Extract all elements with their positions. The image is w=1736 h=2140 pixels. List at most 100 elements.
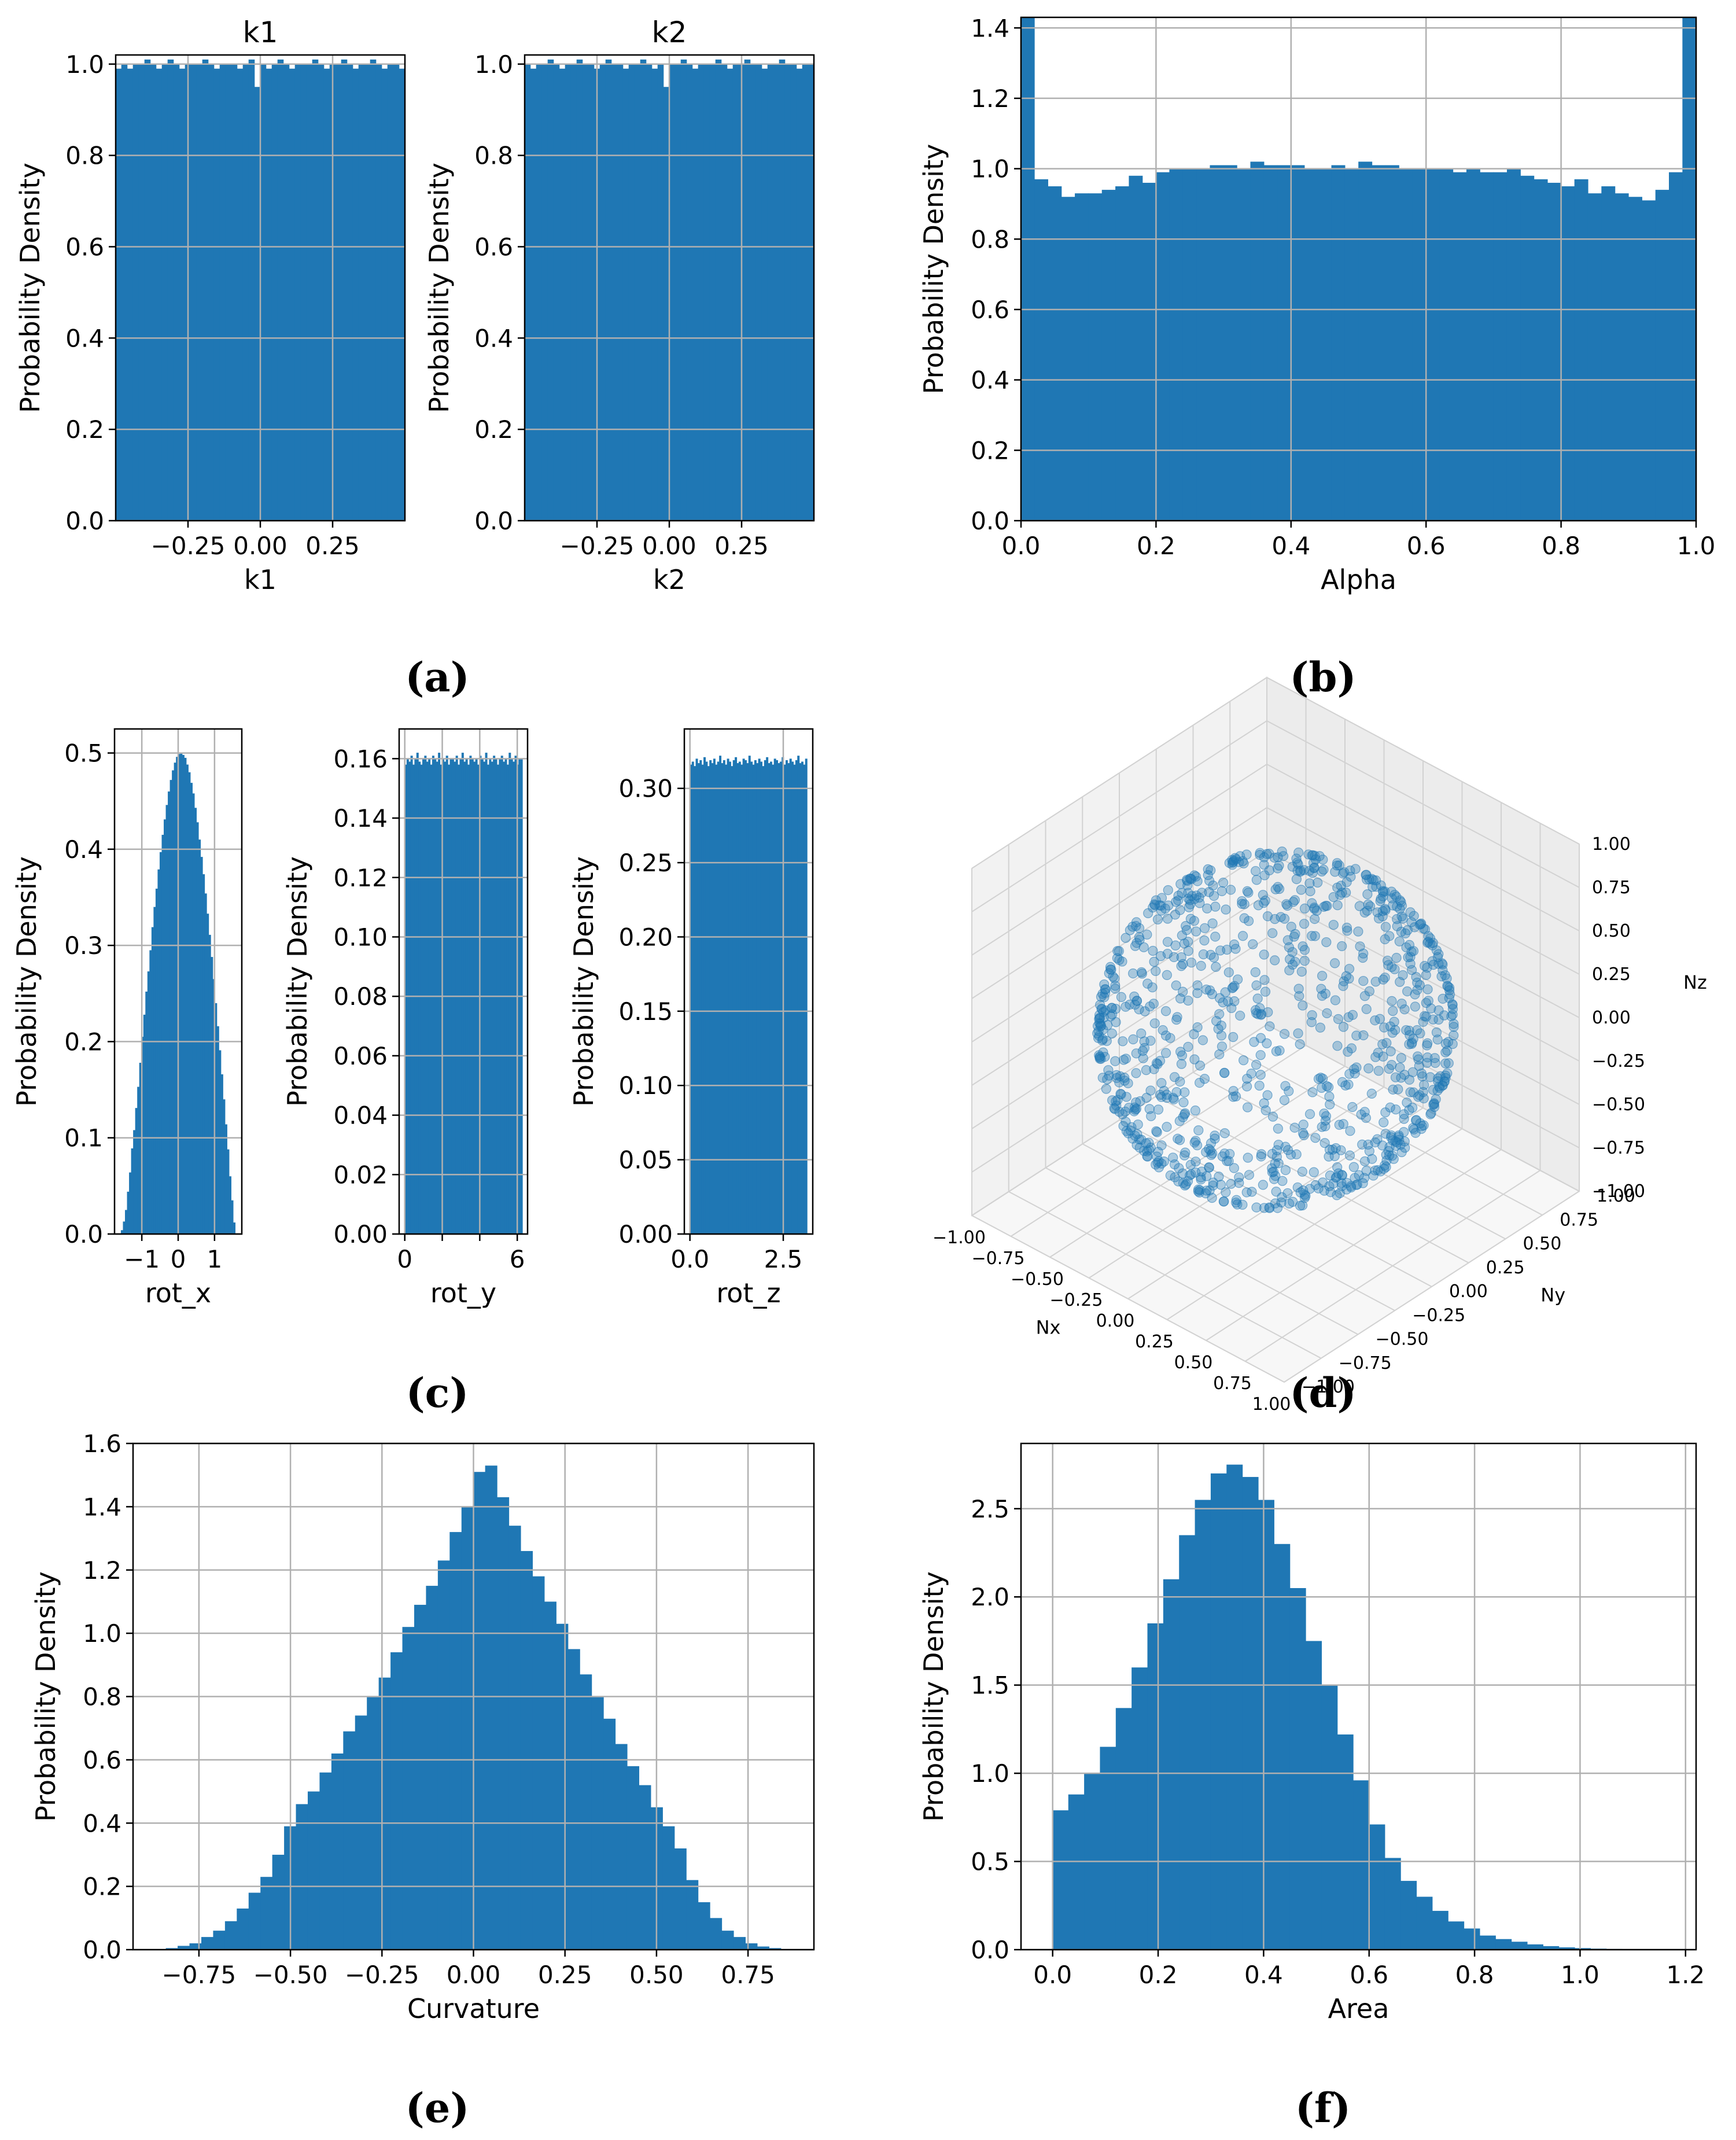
scatter-point xyxy=(1378,1051,1388,1062)
z-tick-label: −0.25 xyxy=(1592,1051,1645,1071)
histogram-bar xyxy=(485,753,488,1234)
panel-caption-c: (c) xyxy=(406,1369,469,1417)
scatter-point xyxy=(1292,857,1303,868)
scatter-point xyxy=(1219,1148,1230,1159)
scatter-point xyxy=(1241,1081,1252,1092)
y-tick-label: 0.6 xyxy=(474,233,513,261)
histogram-bar xyxy=(1399,168,1413,521)
scatter-point xyxy=(1179,1150,1190,1161)
histogram-bar xyxy=(404,764,407,1234)
histogram-bar xyxy=(312,59,319,521)
histogram-bar xyxy=(697,763,700,1234)
scatter-point xyxy=(1387,1027,1398,1038)
scatter-point xyxy=(1225,885,1236,895)
scatter-point xyxy=(1156,893,1167,903)
scatter-point xyxy=(1203,870,1213,881)
histogram-bar xyxy=(701,764,704,1234)
z-tick-label: 0.50 xyxy=(1592,921,1631,941)
histogram-bar xyxy=(1101,190,1116,521)
histogram-bar xyxy=(116,68,122,521)
scatter-point xyxy=(1341,971,1351,981)
scatter-point xyxy=(1436,971,1447,982)
scatter-point xyxy=(1194,892,1204,903)
scatter-point xyxy=(1169,1072,1180,1082)
histogram-bar xyxy=(1048,186,1062,521)
scatter-point xyxy=(1190,1105,1201,1116)
y-tick-label: 0.4 xyxy=(474,324,513,352)
scatter-point xyxy=(1416,1124,1427,1134)
y-tick-label: 0.05 xyxy=(618,1146,673,1174)
histogram-bar xyxy=(227,1149,230,1234)
y-tick-label: 0.0 xyxy=(474,507,513,535)
x-tick-label: 0.50 xyxy=(629,1961,684,1989)
scatter-point xyxy=(1206,1138,1217,1148)
scatter-point xyxy=(1334,1119,1344,1130)
histogram-bar xyxy=(767,64,774,521)
histogram-bar xyxy=(213,1931,226,1950)
scatter-point xyxy=(1401,1025,1411,1036)
scatter-point xyxy=(1161,1030,1171,1041)
histogram-bar xyxy=(799,763,802,1234)
scatter-point xyxy=(1201,1185,1212,1196)
scatter-point xyxy=(1107,1028,1117,1038)
scatter-point xyxy=(1402,986,1413,997)
grid-3d xyxy=(971,677,1267,869)
scatter-point xyxy=(1370,1165,1380,1176)
histogram-bar xyxy=(605,59,612,521)
scatter-point xyxy=(1296,885,1306,895)
scatter-point xyxy=(1338,1022,1349,1032)
histogram-bar xyxy=(541,64,548,521)
scatter-point xyxy=(1319,1185,1329,1196)
histogram-bar xyxy=(1075,193,1089,521)
histogram-bar xyxy=(133,1130,136,1234)
y-tick-label: 0.2 xyxy=(971,436,1009,465)
scatter-point xyxy=(1198,949,1208,960)
scatter-point xyxy=(1294,991,1304,1001)
histogram-bar xyxy=(178,1946,190,1950)
scatter-point xyxy=(1383,960,1394,970)
histogram-bar xyxy=(224,1124,227,1234)
scatter-point xyxy=(1372,1134,1383,1144)
scatter-point xyxy=(1142,1146,1152,1156)
histogram-bar xyxy=(790,64,797,521)
histogram-bar xyxy=(1587,193,1602,521)
histogram-bar xyxy=(513,761,515,1234)
scatter-point xyxy=(1233,974,1243,985)
y-tick-label: 1.0 xyxy=(65,50,104,79)
x-tick-label: 0.25 xyxy=(305,532,360,560)
scatter-point xyxy=(1235,851,1245,861)
histogram-bar xyxy=(769,1948,782,1950)
histogram-bar xyxy=(254,87,261,521)
scatter-point xyxy=(1141,1065,1152,1075)
scatter-point xyxy=(1215,1180,1226,1190)
scatter-point xyxy=(1298,1119,1309,1130)
histogram-bar xyxy=(121,64,128,521)
x-tick-label: −0.75 xyxy=(972,1248,1025,1269)
histogram-bar xyxy=(1384,1858,1401,1950)
scatter-point xyxy=(1142,978,1153,989)
scatter-point xyxy=(1284,1198,1295,1209)
scatter-point xyxy=(1191,926,1201,937)
scatter-point xyxy=(1228,1032,1239,1043)
histogram-bar xyxy=(713,758,716,1234)
scatter-point xyxy=(1218,877,1229,888)
scatter-point xyxy=(1362,874,1372,885)
histogram-bar xyxy=(707,766,710,1234)
scatter-point xyxy=(1387,1060,1397,1070)
histogram-bar xyxy=(485,1465,497,1950)
scatter-point xyxy=(1094,1013,1105,1023)
scatter-point xyxy=(1185,914,1196,924)
scatter-point xyxy=(1325,1099,1335,1110)
scatter-point xyxy=(1319,1108,1329,1119)
scatter-point xyxy=(1306,931,1317,941)
x-tick-label: 0.0 xyxy=(670,1245,709,1273)
scatter-point xyxy=(1309,1167,1319,1177)
scatter-point xyxy=(1332,900,1343,911)
z-tick-label: 0.75 xyxy=(1592,878,1631,898)
chart-rot_x: −1 0 1 0.0 0.1 0.2 0.3 0.4 0.5 rot_x Probability D… xyxy=(11,728,243,1309)
scatter-point xyxy=(1282,935,1293,945)
histogram-bar xyxy=(225,64,232,521)
grid-3d xyxy=(971,807,1267,999)
histogram-bar xyxy=(352,68,359,521)
